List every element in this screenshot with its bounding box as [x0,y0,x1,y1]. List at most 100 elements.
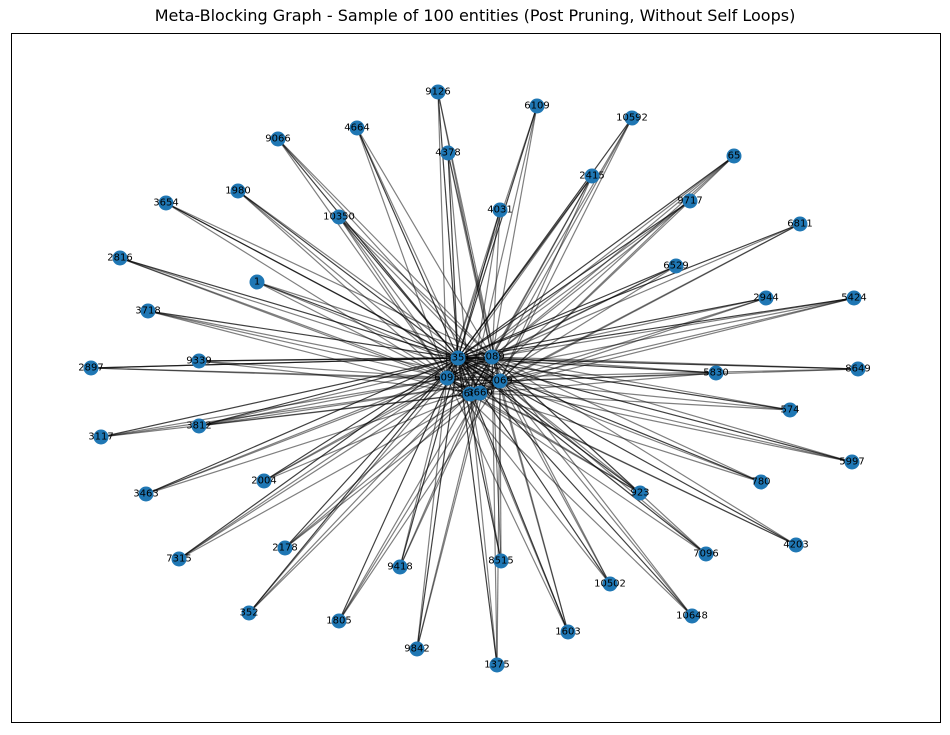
node-9842-marker [409,641,425,657]
hub-node-6095-marker [439,370,455,386]
edge-2178-5351 [284,357,459,549]
edge-5424-3089 [491,297,855,358]
edge-9717-6095 [446,200,691,379]
edge-9842-3660 [416,392,481,650]
node-7096-label: 7096 [693,549,718,560]
edge-6109-5351 [457,105,538,359]
edge-4031-6095 [446,209,501,379]
edge-4378-7069 [447,152,501,382]
node-352-marker [241,605,257,621]
edge-4031-5351 [457,209,501,359]
edge-7315-7069 [178,380,501,560]
node-10592-marker [624,110,640,126]
node-4031: 4031 [487,202,513,218]
hub-node-5351: 5351 [445,350,471,366]
edge-1980-6095 [237,190,448,379]
edge-3463-6095 [145,377,448,495]
node-8515: 8515 [488,553,514,569]
hub-node-3660-label: 3660 [467,388,492,399]
edge-3812-5351 [198,357,459,427]
node-1375-marker [489,657,505,673]
edge-6811-3089 [491,223,801,358]
node-4203-label: 4203 [783,540,808,551]
edge-2897-7069 [90,367,501,382]
edge-1-3089 [256,281,493,358]
node-4378: 4378 [435,145,461,161]
hub-node-3660-marker [472,385,488,401]
node-6811: 6811 [787,216,813,232]
node-2944-label: 2944 [753,293,778,304]
edge-3117-7069 [100,380,501,438]
node-2178-marker [277,540,293,556]
edge-9717-5351 [457,200,691,359]
edge-1805-5351 [338,357,459,622]
edge-9126-7069 [437,91,501,382]
node-9339-marker [191,353,207,369]
node-3812-label: 3812 [186,421,211,432]
node-10502: 10502 [594,576,626,592]
node-1805-marker [331,613,347,629]
node-9418: 9418 [387,559,413,575]
node-3718: 3718 [135,303,161,319]
edge-8649-6095 [446,368,859,379]
edge-3654-7069 [165,202,501,382]
node-1603-label: 1603 [555,627,580,638]
node-2897-marker [83,360,99,376]
node-4378-label: 4378 [435,148,460,159]
edge-9339-6095 [198,360,448,379]
edge-10648-6095 [446,377,693,617]
edge-1980-3660 [237,190,481,394]
node-10648: 10648 [676,608,708,624]
node-7315-label: 7315 [166,554,191,565]
edge-9418-6095 [399,377,448,568]
hub-node-6095-label: 6095 [434,373,459,384]
node-2004-label: 2004 [251,476,276,487]
node-6811-marker [792,216,808,232]
edge-2816-3660 [119,257,481,394]
node-9066-marker [270,131,286,147]
node-1603: 1603 [555,624,581,640]
node-5424: 5424 [841,290,867,306]
node-2816-label: 2816 [107,253,132,264]
edge-5997-5351 [457,357,853,463]
node-3654: 3654 [153,195,179,211]
node-6109: 6109 [524,98,550,114]
node-6811-label: 6811 [787,219,812,230]
node-9126-marker [430,84,446,100]
plot-frame [11,33,941,723]
node-780: 780 [751,474,771,490]
edge-4664-3660 [356,127,481,394]
edge-1375-3089 [491,356,498,666]
edge-1-6095 [256,281,448,379]
edge-10502-6095 [446,377,611,585]
node-3812: 3812 [186,418,212,434]
edge-9339-3089 [198,356,493,362]
edge-2816-7069 [119,257,501,382]
node-574-marker [782,402,798,418]
hub-node-3660: 3660 [467,385,493,401]
edge-1603-6095 [446,377,569,633]
node-10592-label: 10592 [616,113,648,124]
node-4378-marker [440,145,456,161]
hub-node-7069-marker [492,373,508,389]
edge-65-5351 [457,155,735,359]
node-2415: 2415 [579,168,605,184]
edge-10350-5351 [338,216,459,359]
edge-1603-7069 [499,380,569,633]
edge-4203-3660 [479,392,797,546]
edge-5997-7069 [499,380,853,463]
edge-2415-6095 [446,175,593,379]
node-4664-marker [349,120,365,136]
edge-10350-6095 [338,216,448,379]
hub-node-3089: 3089 [479,349,505,365]
node-1-marker [249,274,265,290]
node-2004: 2004 [251,473,277,489]
node-3463-marker [138,486,154,502]
node-5424-marker [846,290,862,306]
edge-574-3089 [491,356,791,411]
node-352: 352 [239,605,259,621]
edge-6109-6095 [446,105,538,379]
edge-10648-7069 [499,380,693,617]
edge-4664-5351 [356,127,459,359]
